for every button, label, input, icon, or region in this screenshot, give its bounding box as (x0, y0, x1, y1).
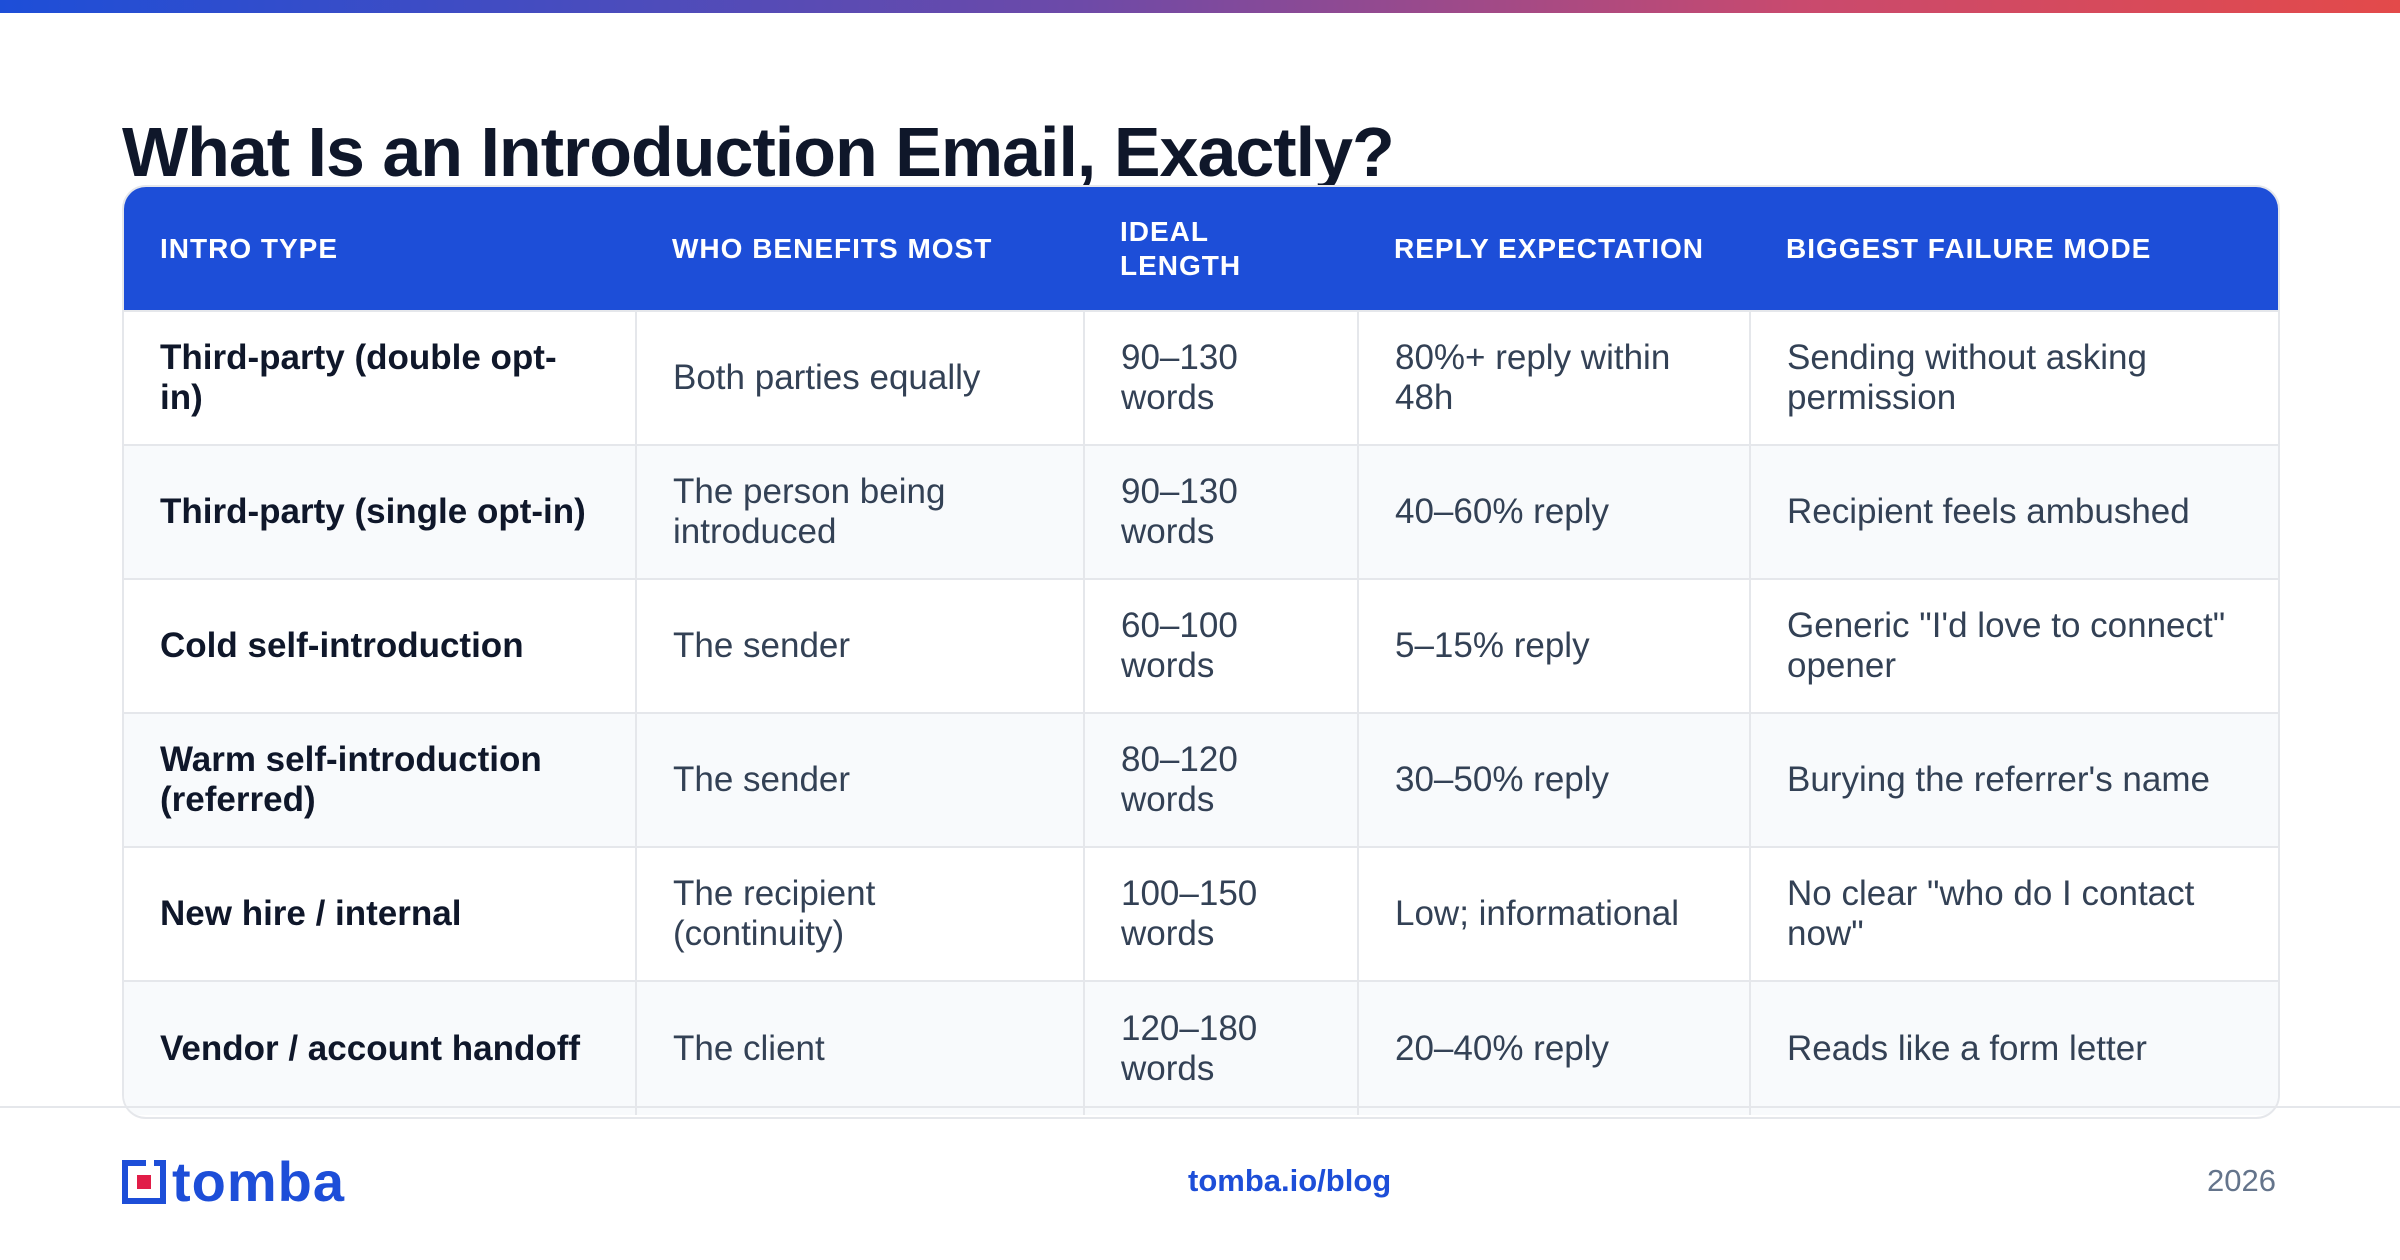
cell-who-benefits: The sender (636, 712, 1085, 847)
cell-who-benefits: Both parties equally (636, 310, 1085, 445)
cell-reply-expectation: 80%+ reply within 48h (1358, 310, 1751, 445)
footer-divider (0, 1106, 2400, 1108)
cell-failure-mode: Generic "I'd love to connect" opener (1750, 578, 2278, 713)
cell-who-benefits: The client (636, 980, 1085, 1115)
cell-intro-type: New hire / internal (124, 846, 637, 981)
cell-failure-mode: Reads like a form letter (1750, 980, 2278, 1115)
cell-reply-expectation: 40–60% reply (1358, 444, 1751, 579)
cell-reply-expectation: 30–50% reply (1358, 712, 1751, 847)
table-row: Third-party (single opt-in) The person b… (124, 444, 2278, 579)
footer-year: 2026 (2207, 1163, 2276, 1198)
cell-intro-type: Third-party (double opt-in) (124, 310, 637, 445)
tomba-logo[interactable]: tomba (122, 1150, 345, 1213)
cell-failure-mode: No clear "who do I contact now" (1750, 846, 2278, 981)
blog-link[interactable]: tomba.io/blog (1188, 1163, 1392, 1198)
table-row: Cold self-introduction The sender 60–100… (124, 578, 2278, 713)
page-title: What Is an Introduction Email, Exactly? (122, 113, 1395, 191)
cell-failure-mode: Burying the referrer's name (1750, 712, 2278, 847)
header-who-benefits: WHO BENEFITS MOST (672, 232, 993, 264)
top-gradient-bar (0, 0, 2400, 13)
intro-email-table: INTRO TYPE WHO BENEFITS MOST IDEAL LENGT… (124, 187, 2278, 1115)
comparison-table-card: INTRO TYPE WHO BENEFITS MOST IDEAL LENGT… (122, 185, 2280, 1119)
cell-reply-expectation: Low; informational (1358, 846, 1751, 981)
table-row: Vendor / account handoff The client 120–… (124, 980, 2278, 1115)
cell-who-benefits: The person being introduced (636, 444, 1085, 579)
cell-reply-expectation: 5–15% reply (1358, 578, 1751, 713)
table-row: Third-party (double opt-in) Both parties… (124, 310, 2278, 445)
cell-intro-type: Vendor / account handoff (124, 980, 637, 1115)
cell-ideal-length: 60–100 words (1084, 578, 1359, 713)
table-row: Warm self-introduction (referred) The se… (124, 712, 2278, 847)
cell-ideal-length: 80–120 words (1084, 712, 1359, 847)
cell-who-benefits: The sender (636, 578, 1085, 713)
cell-reply-expectation: 20–40% reply (1358, 980, 1751, 1115)
table-header-row: INTRO TYPE WHO BENEFITS MOST IDEAL LENGT… (124, 187, 2278, 311)
header-ideal-length: IDEAL LENGTH (1120, 215, 1242, 281)
header-failure-mode: BIGGEST FAILURE MODE (1786, 232, 2152, 264)
cell-intro-type: Warm self-introduction (referred) (124, 712, 637, 847)
tomba-logo-icon (122, 1160, 166, 1204)
header-reply-expectation: REPLY EXPECTATION (1394, 232, 1705, 264)
cell-intro-type: Third-party (single opt-in) (124, 444, 637, 579)
cell-ideal-length: 100–150 words (1084, 846, 1359, 981)
cell-ideal-length: 120–180 words (1084, 980, 1359, 1115)
cell-ideal-length: 90–130 words (1084, 444, 1359, 579)
cell-failure-mode: Recipient feels ambushed (1750, 444, 2278, 579)
cell-ideal-length: 90–130 words (1084, 310, 1359, 445)
cell-intro-type: Cold self-introduction (124, 578, 637, 713)
header-intro-type: INTRO TYPE (160, 232, 339, 264)
cell-who-benefits: The recipient (continuity) (636, 846, 1085, 981)
logo-text: tomba (172, 1150, 345, 1213)
cell-failure-mode: Sending without asking permission (1750, 310, 2278, 445)
table-row: New hire / internal The recipient (conti… (124, 846, 2278, 981)
